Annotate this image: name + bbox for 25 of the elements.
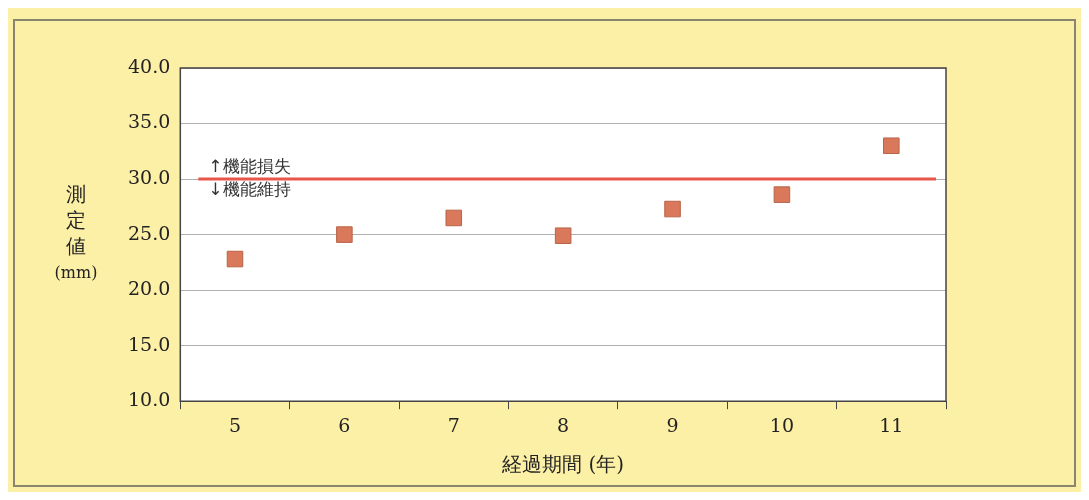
y-axis-title: 測定値(mm) [54, 181, 98, 282]
x-tick-label: 8 [557, 413, 570, 436]
x-tick-label: 11 [879, 413, 904, 436]
y-tick-label: 30.0 [127, 166, 171, 188]
y-tick-label: 10.0 [127, 388, 171, 411]
point [445, 209, 463, 227]
annotation: ↓機能維持 [208, 178, 291, 199]
point [664, 200, 681, 218]
x-tick-label: 10 [769, 413, 795, 436]
point [336, 226, 353, 243]
point [226, 250, 244, 268]
x-axis-title: 経過期間 (年) [501, 452, 625, 477]
x-tick-label: 5 [228, 413, 242, 436]
y-tick-label: 35.0 [127, 110, 171, 133]
y-tick-label: 20.0 [127, 277, 171, 300]
x-tick-label: 9 [666, 413, 679, 436]
y-tick-label: 40.0 [127, 54, 171, 77]
point [773, 186, 791, 203]
ref-line-label: ↑機能損失 [208, 155, 291, 176]
y-tick-label: 15.0 [127, 332, 171, 355]
x-tick-label: 6 [338, 413, 351, 436]
point [883, 137, 900, 155]
x-tick-label: 7 [447, 413, 460, 436]
point [554, 227, 572, 244]
y-tick-label: 25.0 [127, 221, 171, 244]
